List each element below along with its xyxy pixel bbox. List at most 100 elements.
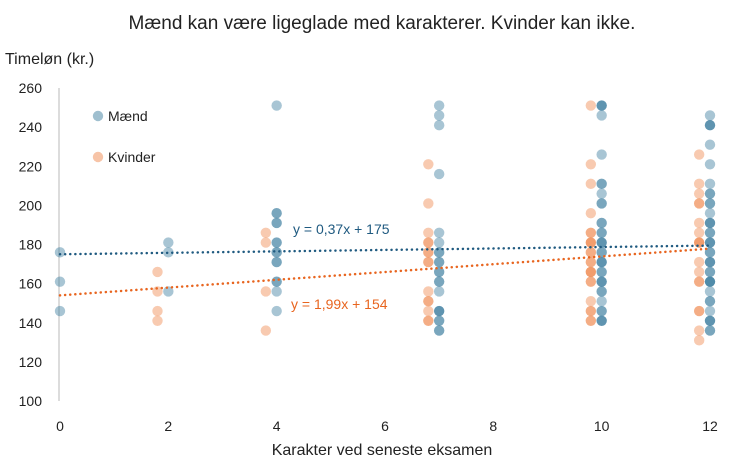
- x-tick-label: 12: [702, 418, 718, 434]
- kvinder-data-point: [423, 227, 434, 238]
- y-tick-label: 260: [19, 80, 43, 96]
- maend-data-point: [271, 100, 282, 111]
- kvinder-data-point: [423, 305, 434, 317]
- maend-data-point: [54, 247, 66, 258]
- maend-data-point: [271, 286, 282, 297]
- maend-data-point: [596, 266, 607, 278]
- kvinder-data-point: [260, 227, 272, 238]
- maend-data-point: [433, 315, 445, 326]
- maend-data-point: [704, 325, 716, 336]
- x-tick-label: 10: [594, 418, 610, 434]
- y-axis-label: Timeløn (kr.): [5, 51, 94, 68]
- kvinder-data-point: [693, 178, 705, 190]
- kvinder-data-point: [693, 305, 705, 317]
- kvinder-data-point: [585, 276, 597, 287]
- maend-trendline: [58, 244, 712, 256]
- kvinder-data-point: [693, 227, 705, 238]
- legend-marker-icon: [92, 151, 104, 163]
- maend-data-point: [271, 305, 282, 317]
- y-tick-label: 180: [19, 237, 43, 253]
- kvinder-data-point: [585, 305, 597, 317]
- kvinder-data-point: [423, 198, 434, 209]
- maend-data-point: [704, 305, 716, 317]
- maend-data-point: [596, 286, 607, 297]
- legend-marker-icon: [92, 110, 104, 122]
- maend-data-point: [596, 198, 607, 209]
- maend-data-point: [704, 198, 716, 209]
- kvinder-data-point: [260, 325, 272, 336]
- kvinder-data-point: [585, 296, 597, 307]
- kvinder-data-point: [423, 315, 434, 326]
- maend-data-point: [271, 276, 282, 287]
- kvinder-trendline: [58, 247, 712, 297]
- maend-data-point: [433, 286, 445, 297]
- kvinder-data-point: [585, 315, 597, 326]
- maend-data-point: [596, 305, 607, 317]
- maend-data-point: [54, 305, 66, 317]
- kvinder-data-point: [693, 335, 705, 346]
- kvinder-data-point: [260, 237, 272, 248]
- y-tick-label: 160: [19, 276, 43, 292]
- maend-data-point: [433, 168, 445, 180]
- kvinder-data-point: [693, 217, 705, 229]
- kvinder-data-point: [423, 237, 434, 248]
- maend-data-point: [596, 217, 607, 229]
- y-tick-label: 220: [19, 158, 43, 174]
- maend-data-point: [596, 256, 607, 268]
- maend-data-point: [704, 276, 716, 287]
- trendline-equation: y = 0,37x + 175: [293, 221, 390, 237]
- kvinder-data-point: [585, 178, 597, 190]
- kvinder-data-point: [585, 256, 597, 268]
- maend-data-point: [704, 227, 716, 238]
- chart-title: Mænd kan være ligeglade med karakterer. …: [129, 13, 636, 34]
- kvinder-data-point: [152, 286, 163, 297]
- maend-data-point: [54, 276, 66, 287]
- maend-data-point: [433, 325, 445, 336]
- maend-data-point: [596, 296, 607, 307]
- maend-data-point: [596, 178, 607, 190]
- maend-data-point: [596, 149, 607, 160]
- y-tick-label: 100: [19, 393, 43, 409]
- kvinder-data-point: [585, 227, 597, 238]
- maend-data-point: [163, 237, 174, 248]
- maend-data-point: [704, 217, 716, 229]
- kvinder-data-point: [423, 247, 434, 258]
- maend-data-point: [433, 110, 445, 121]
- kvinder-data-point: [693, 198, 705, 209]
- kvinder-data-point: [693, 266, 705, 278]
- maend-data-point: [704, 139, 716, 150]
- maend-data-point: [704, 208, 716, 219]
- maend-data-point: [433, 100, 445, 111]
- maend-data-point: [704, 188, 716, 199]
- maend-data-point: [163, 247, 174, 258]
- maend-data-point: [433, 256, 445, 268]
- maend-data-point: [704, 256, 716, 268]
- maend-data-point: [704, 110, 716, 121]
- kvinder-data-point: [585, 100, 597, 111]
- kvinder-data-point: [585, 237, 597, 248]
- maend-data-point: [433, 119, 445, 131]
- kvinder-data-point: [423, 286, 434, 297]
- maend-data-point: [704, 119, 716, 131]
- y-tick-label: 120: [19, 354, 43, 370]
- maend-data-point: [596, 276, 607, 287]
- kvinder-data-point: [152, 305, 163, 317]
- kvinder-data-point: [693, 149, 705, 160]
- x-tick-label: 0: [56, 418, 64, 434]
- maend-data-point: [271, 256, 282, 268]
- kvinder-data-point: [585, 266, 597, 278]
- maend-data-point: [433, 237, 445, 248]
- y-tick-label: 240: [19, 119, 43, 135]
- maend-data-point: [704, 247, 716, 258]
- maend-data-point: [596, 315, 607, 326]
- kvinder-data-point: [585, 247, 597, 258]
- kvinder-data-point: [423, 296, 434, 307]
- kvinder-data-point: [260, 286, 272, 297]
- maend-data-point: [163, 286, 174, 297]
- kvinder-data-point: [152, 266, 163, 278]
- trendline-equation: y = 1,99x + 154: [291, 296, 388, 312]
- kvinder-data-point: [693, 325, 705, 336]
- maend-data-point: [596, 247, 607, 258]
- kvinder-data-point: [693, 188, 705, 199]
